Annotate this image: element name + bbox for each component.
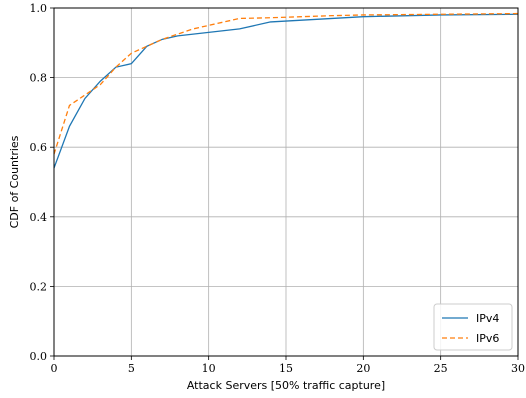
series-lines [53, 12, 519, 169]
y-tick-label: 0.2 [30, 280, 48, 293]
x-tick-label: 5 [128, 362, 135, 375]
series-line-ipv4 [53, 13, 519, 169]
y-tick-label: 0.4 [30, 211, 48, 224]
x-axis-ticks: 0 5 10 15 20 25 30 [51, 356, 525, 375]
legend-box [433, 303, 513, 351]
legend-label-ipv6: IPv6 [476, 332, 499, 345]
x-tick-label: 30 [511, 362, 525, 375]
legend-label-ipv4: IPv4 [476, 312, 499, 325]
x-tick-label: 20 [356, 362, 370, 375]
y-tick-label: 0.6 [30, 141, 48, 154]
y-axis-ticks: 0.0 0.2 0.4 0.6 0.8 1.0 [30, 2, 54, 363]
x-tick-label: 15 [279, 362, 293, 375]
x-tick-label: 10 [202, 362, 216, 375]
x-axis-label: Attack Servers [50% traffic capture] [187, 379, 385, 392]
legend: IPv4 IPv6 [433, 303, 513, 351]
y-axis-label: CDF of Countries [8, 135, 21, 228]
y-tick-label: 0.0 [30, 350, 48, 363]
y-tick-label: 0.8 [30, 72, 48, 85]
x-tick-label: 25 [434, 362, 448, 375]
x-tick-label: 0 [51, 362, 58, 375]
y-tick-label: 1.0 [30, 2, 48, 15]
series-line-ipv6 [53, 12, 519, 155]
